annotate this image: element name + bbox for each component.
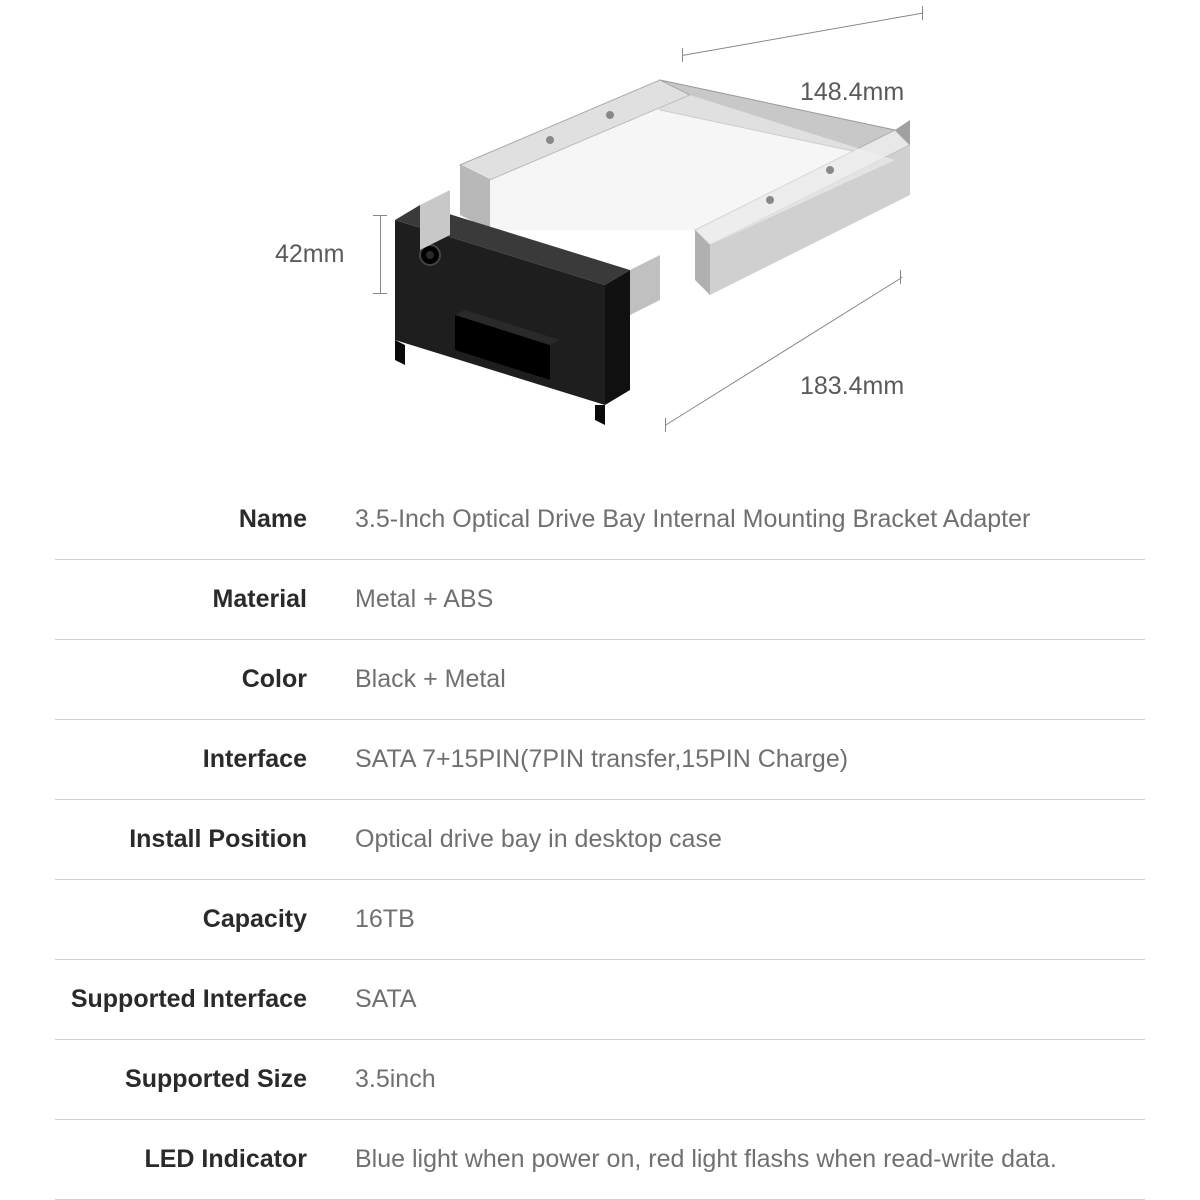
spec-value: 16TB	[355, 880, 1145, 960]
spec-label: Supported Interface	[55, 960, 355, 1040]
spec-row: Supported InterfaceSATA	[55, 960, 1145, 1040]
spec-value: 3.5inch	[355, 1040, 1145, 1120]
spec-row: InterfaceSATA 7+15PIN(7PIN transfer,15PI…	[55, 720, 1145, 800]
spec-row: Capacity16TB	[55, 880, 1145, 960]
dim-line-top	[682, 55, 927, 56]
spec-value: Optical drive bay in desktop case	[355, 800, 1145, 880]
spec-label: Supported Size	[55, 1040, 355, 1120]
spec-label: Material	[55, 560, 355, 640]
spec-row: Name3.5-Inch Optical Drive Bay Internal …	[55, 480, 1145, 560]
spec-row: LED IndicatorBlue light when power on, r…	[55, 1120, 1145, 1200]
spec-label: Name	[55, 480, 355, 560]
spec-row: ColorBlack + Metal	[55, 640, 1145, 720]
spec-label: Install Position	[55, 800, 355, 880]
product-diagram-area: 148.4mm 183.4mm 42mm	[0, 0, 1200, 480]
spec-label: Capacity	[55, 880, 355, 960]
spec-label: LED Indicator	[55, 1120, 355, 1200]
spec-label: Interface	[55, 720, 355, 800]
spec-value: 3.5-Inch Optical Drive Bay Internal Moun…	[355, 480, 1145, 560]
spec-value: Metal + ABS	[355, 560, 1145, 640]
spec-label: Color	[55, 640, 355, 720]
spec-value: SATA	[355, 960, 1145, 1040]
spec-row: Install PositionOptical drive bay in des…	[55, 800, 1145, 880]
spec-table: Name3.5-Inch Optical Drive Bay Internal …	[55, 480, 1145, 1200]
spec-value: Blue light when power on, red light flas…	[355, 1120, 1145, 1200]
spec-value: SATA 7+15PIN(7PIN transfer,15PIN Charge)	[355, 720, 1145, 800]
spec-value: Black + Metal	[355, 640, 1145, 720]
spec-table-body: Name3.5-Inch Optical Drive Bay Internal …	[55, 480, 1145, 1200]
product-illustration	[350, 70, 910, 450]
spec-row: Supported Size3.5inch	[55, 1040, 1145, 1120]
dim-height-label: 42mm	[275, 240, 344, 269]
spec-row: MaterialMetal + ABS	[55, 560, 1145, 640]
